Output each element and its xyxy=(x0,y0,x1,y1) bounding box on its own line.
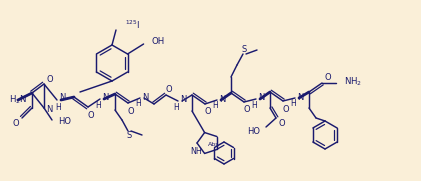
Text: S: S xyxy=(241,45,247,54)
Text: NH$_2$: NH$_2$ xyxy=(344,76,362,88)
Text: O: O xyxy=(279,119,285,127)
Text: OH: OH xyxy=(152,37,165,47)
Text: O: O xyxy=(128,106,134,115)
Text: H: H xyxy=(95,100,101,110)
Text: NH: NH xyxy=(190,146,202,155)
Text: S: S xyxy=(126,131,132,140)
Text: N: N xyxy=(258,94,264,102)
Text: H: H xyxy=(55,102,61,111)
Text: Abs: Abs xyxy=(208,142,220,148)
Text: N: N xyxy=(59,94,65,102)
Text: H: H xyxy=(251,100,257,110)
Text: O: O xyxy=(282,104,289,113)
Text: N: N xyxy=(297,92,304,102)
Text: H: H xyxy=(135,100,141,108)
Text: O: O xyxy=(88,110,94,119)
Text: O: O xyxy=(47,75,53,83)
Text: H: H xyxy=(212,102,218,110)
Text: N: N xyxy=(219,94,225,104)
Text: O: O xyxy=(244,106,250,115)
Text: $^{125}$I: $^{125}$I xyxy=(125,19,140,31)
Text: N: N xyxy=(180,96,187,104)
Text: H$_2$N: H$_2$N xyxy=(9,94,27,106)
Text: HO: HO xyxy=(58,117,71,127)
Text: N: N xyxy=(142,92,148,102)
Text: N: N xyxy=(46,106,52,115)
Text: HO: HO xyxy=(247,127,260,136)
Text: O: O xyxy=(13,119,19,127)
Text: O: O xyxy=(205,108,211,117)
Text: N: N xyxy=(102,94,108,102)
Text: H: H xyxy=(173,102,179,111)
Text: O: O xyxy=(166,85,172,94)
Text: O: O xyxy=(325,73,331,83)
Text: H: H xyxy=(290,100,296,108)
